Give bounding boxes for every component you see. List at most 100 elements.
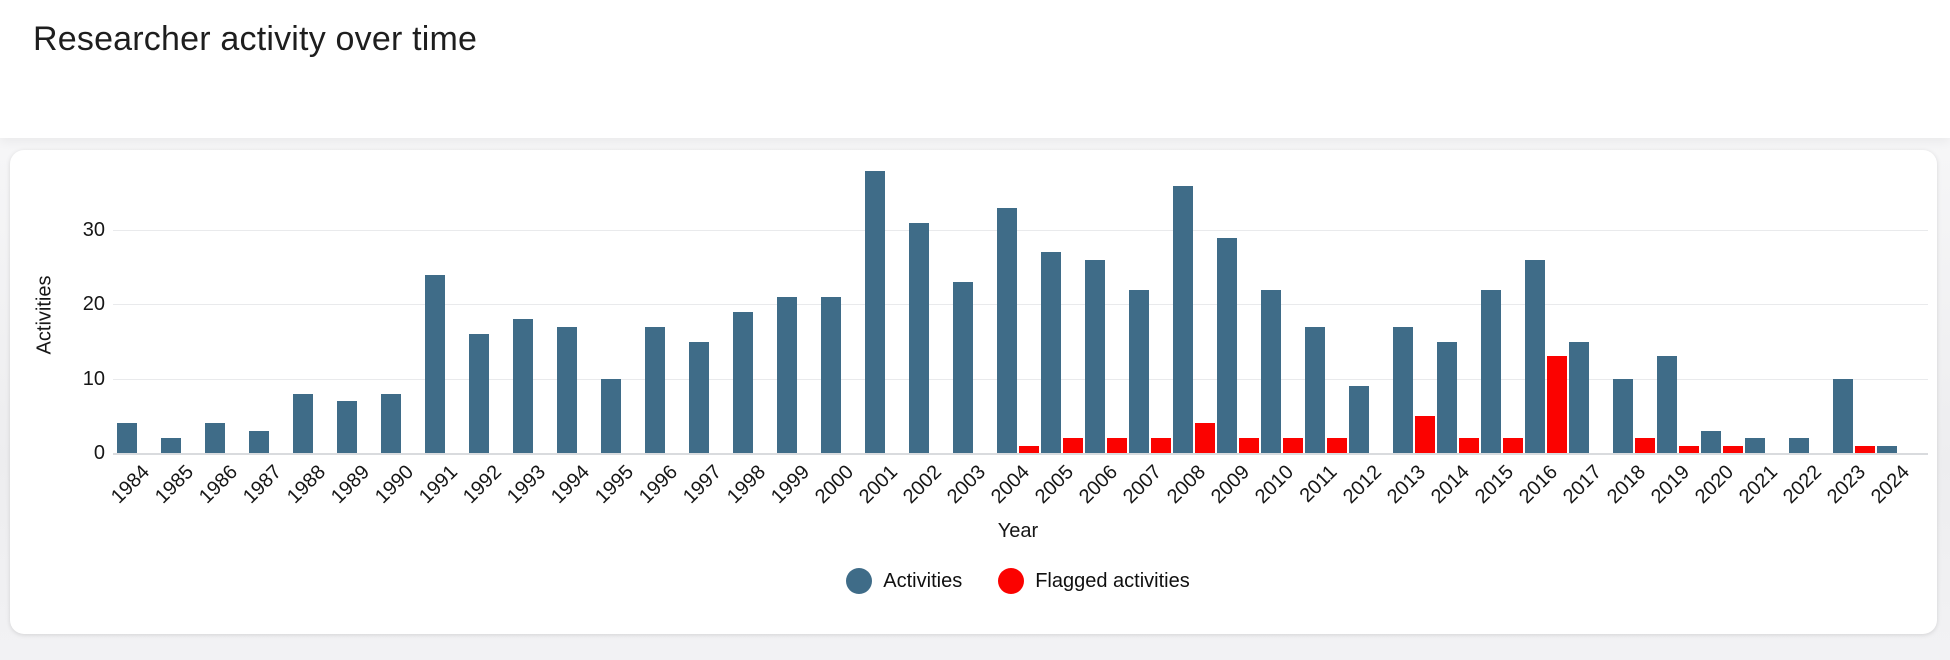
bar-activities-2022[interactable] [1789,438,1809,453]
legend: Activities Flagged activities [116,568,1920,594]
bar-activities-1995[interactable] [601,378,621,453]
x-tick-label-2013: 2013 [1382,461,1430,509]
bar-flagged-activities-2018[interactable] [1635,438,1655,453]
x-tick-label-2009: 2009 [1206,461,1254,509]
bar-flagged-activities-2010[interactable] [1283,438,1303,453]
bar-activities-2010[interactable] [1261,289,1281,453]
bar-flagged-activities-2020[interactable] [1723,445,1743,453]
bar-activities-2013[interactable] [1393,326,1413,453]
bar-activities-1999[interactable] [777,296,797,453]
x-tick-label-2004: 2004 [986,461,1034,509]
bar-flagged-activities-2006[interactable] [1107,438,1127,453]
bar-activities-1998[interactable] [733,311,753,453]
x-tick-label-2019: 2019 [1646,461,1694,509]
bar-flagged-activities-2009[interactable] [1239,438,1259,453]
bar-flagged-activities-2007[interactable] [1151,438,1171,453]
bar-activities-1984[interactable] [117,423,137,453]
x-tick-label-1987: 1987 [238,461,286,509]
bar-activities-1985[interactable] [161,438,181,453]
x-tick-label-2018: 2018 [1602,461,1650,509]
gridline-10 [113,378,1928,380]
bar-flagged-activities-2005[interactable] [1063,438,1083,453]
bar-activities-2019[interactable] [1657,356,1677,453]
y-tick-label-30: 30 [82,219,105,242]
x-tick-label-1990: 1990 [370,461,418,509]
bar-activities-1990[interactable] [381,393,401,453]
chart-card: Activities Year Activities Flagged activ… [10,150,1937,634]
bar-activities-1992[interactable] [469,334,489,453]
x-tick-label-2005: 2005 [1030,461,1078,509]
page-header: Researcher activity over time [0,0,1950,138]
bar-activities-1994[interactable] [557,326,577,453]
bar-activities-1989[interactable] [337,400,357,453]
bar-flagged-activities-2004[interactable] [1019,445,1039,453]
bar-activities-2023[interactable] [1833,378,1853,453]
bar-activities-1987[interactable] [249,430,269,453]
legend-item-activities[interactable]: Activities [846,568,962,594]
bar-flagged-activities-2023[interactable] [1855,445,1875,453]
gridline-20 [113,304,1928,306]
x-tick-label-1986: 1986 [194,461,242,509]
x-tick-label-1996: 1996 [634,461,682,509]
bar-activities-1991[interactable] [425,274,445,453]
bar-flagged-activities-2019[interactable] [1679,445,1699,453]
bar-activities-2016[interactable] [1525,259,1545,453]
x-tick-label-1995: 1995 [590,461,638,509]
bar-activities-2018[interactable] [1613,378,1633,453]
flagged-activities-legend-dot-icon [998,568,1025,594]
x-tick-label-2022: 2022 [1778,461,1826,509]
bar-activities-2001[interactable] [865,170,885,453]
x-tick-label-1989: 1989 [326,461,374,509]
bar-flagged-activities-2016[interactable] [1547,356,1567,453]
bar-activities-1993[interactable] [513,319,533,453]
bar-activities-2009[interactable] [1217,237,1237,453]
x-tick-label-2003: 2003 [942,461,990,509]
bar-activities-2012[interactable] [1349,386,1369,453]
y-tick-label-10: 10 [82,367,105,390]
x-tick-label-1997: 1997 [678,461,726,509]
bar-activities-2003[interactable] [953,282,973,453]
x-tick-label-1994: 1994 [546,461,594,509]
bar-flagged-activities-2011[interactable] [1327,438,1347,453]
bar-activities-2002[interactable] [909,222,929,453]
x-tick-label-1984: 1984 [106,461,154,509]
bar-activities-2011[interactable] [1305,326,1325,453]
bar-activities-2004[interactable] [997,207,1017,453]
bar-activities-2000[interactable] [821,296,841,453]
bar-activities-1986[interactable] [205,423,225,453]
bar-activities-2008[interactable] [1173,185,1193,453]
x-tick-label-2021: 2021 [1734,461,1782,509]
legend-label-flagged-activities: Flagged activities [1035,569,1190,592]
x-tick-label-2024: 2024 [1866,461,1914,509]
x-tick-label-2017: 2017 [1558,461,1606,509]
bar-activities-2020[interactable] [1701,430,1721,453]
x-tick-label-1999: 1999 [766,461,814,509]
x-tick-label-2020: 2020 [1690,461,1738,509]
bar-flagged-activities-2014[interactable] [1459,438,1479,453]
bar-activities-2021[interactable] [1745,438,1765,453]
bar-flagged-activities-2013[interactable] [1415,415,1435,453]
x-tick-label-2012: 2012 [1338,461,1386,509]
bar-chart: Activities Year Activities Flagged activ… [10,150,1937,634]
bar-flagged-activities-2015[interactable] [1503,438,1523,453]
x-tick-label-2001: 2001 [854,461,902,509]
bar-activities-1997[interactable] [689,341,709,453]
bar-activities-2007[interactable] [1129,289,1149,453]
bar-activities-2015[interactable] [1481,289,1501,453]
bar-flagged-activities-2008[interactable] [1195,423,1215,453]
bar-activities-2006[interactable] [1085,259,1105,453]
bar-activities-1988[interactable] [293,393,313,453]
x-tick-label-2016: 2016 [1514,461,1562,509]
bar-activities-2014[interactable] [1437,341,1457,453]
x-tick-label-1988: 1988 [282,461,330,509]
legend-label-activities: Activities [883,569,963,592]
bar-activities-1996[interactable] [645,326,665,453]
x-tick-label-1985: 1985 [150,461,198,509]
bar-activities-2017[interactable] [1569,341,1589,453]
x-tick-label-2014: 2014 [1426,461,1474,509]
bar-activities-2005[interactable] [1041,252,1061,453]
x-tick-label-2000: 2000 [810,461,858,509]
legend-item-flagged-activities[interactable]: Flagged activities [998,568,1190,594]
x-tick-label-2007: 2007 [1118,461,1166,509]
bar-activities-2024[interactable] [1877,445,1897,453]
